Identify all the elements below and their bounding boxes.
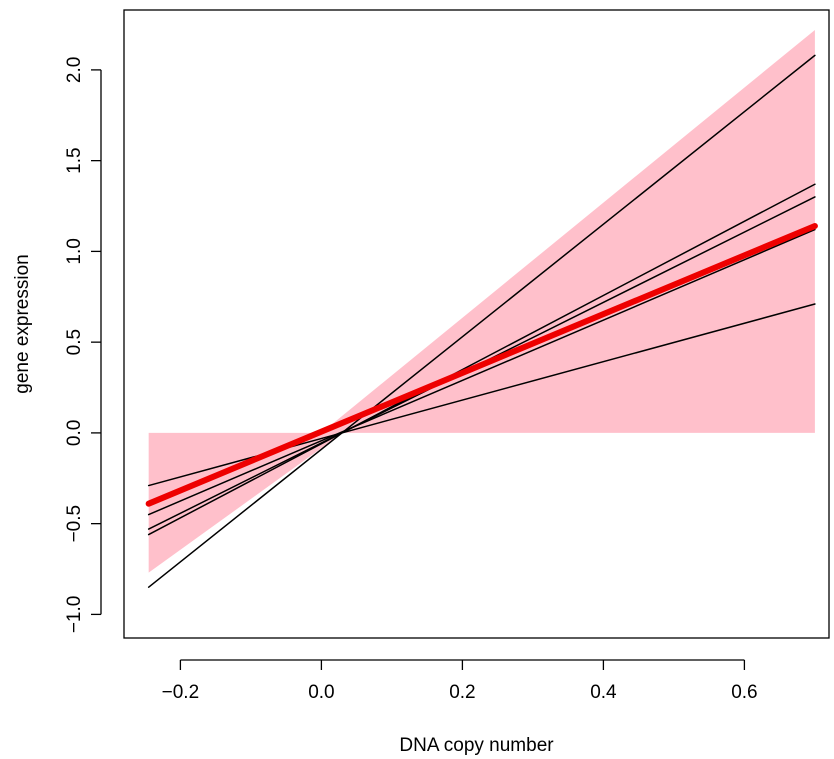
x-axis-title: DNA copy number — [399, 735, 554, 756]
sample-line-2 — [147, 183, 816, 536]
y-tick-label: 0.5 — [64, 329, 85, 355]
confidence-band — [148, 29, 815, 573]
lines-layer — [145, 54, 818, 588]
x-tick-label: 0.6 — [731, 682, 757, 703]
y-tick-label: −1.0 — [64, 596, 85, 634]
mean-line — [145, 222, 818, 507]
plot-area — [145, 29, 818, 588]
y-axis-title: gene expression — [12, 254, 33, 393]
x-tick-label: 0.0 — [308, 682, 334, 703]
x-tick-label: −0.2 — [162, 682, 200, 703]
y-tick-label: −0.5 — [64, 505, 85, 543]
plot-frame — [123, 9, 830, 639]
sample-line-1 — [147, 54, 816, 588]
y-tick-label: 2.0 — [64, 57, 85, 83]
y-tick-label: 0.0 — [64, 420, 85, 446]
sample-line-4 — [147, 228, 816, 516]
x-tick-label: 0.2 — [449, 682, 475, 703]
y-tick-label: 1.0 — [64, 238, 85, 264]
y-axis: −1.0 −0.5 0.0 0.5 1.0 1.5 2.0 — [64, 57, 102, 634]
y-tick-label: 1.5 — [64, 147, 85, 173]
band-layer — [148, 29, 815, 573]
x-axis: −0.2 0.0 0.2 0.4 0.6 — [162, 659, 758, 703]
x-tick-label: 0.4 — [590, 682, 617, 703]
